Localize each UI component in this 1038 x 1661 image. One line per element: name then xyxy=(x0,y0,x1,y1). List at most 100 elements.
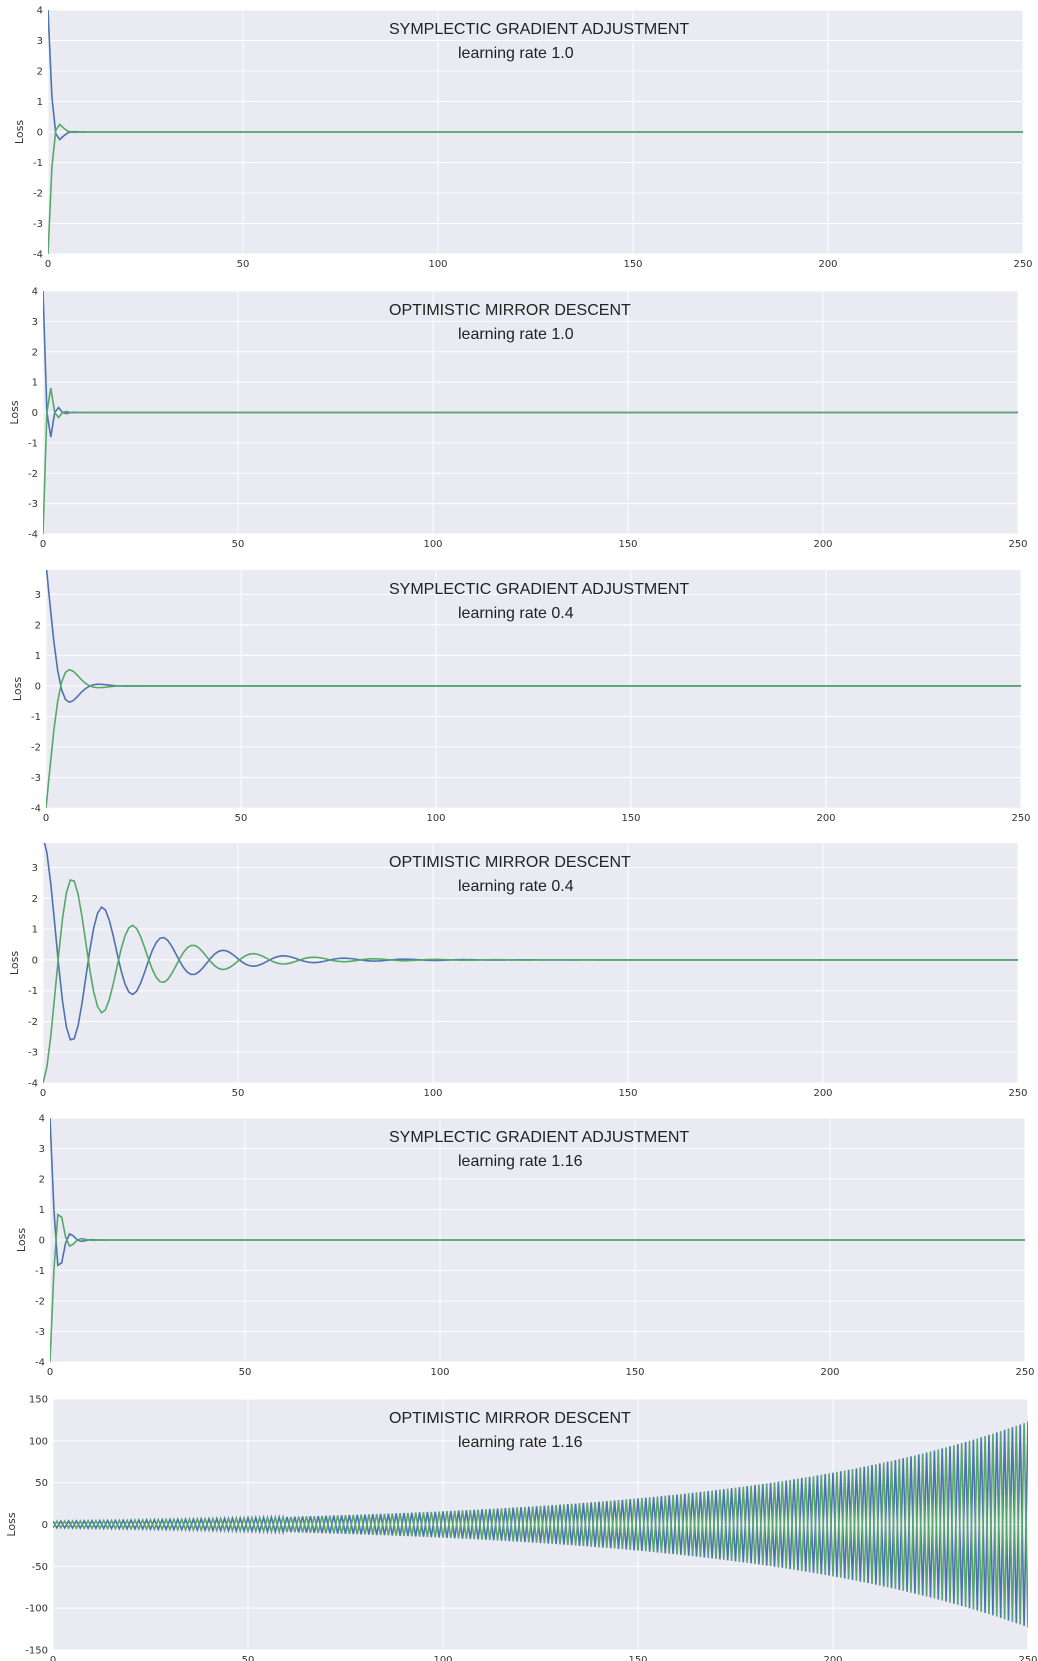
x-tick-label: 200 xyxy=(813,539,832,550)
chart-title: SYMPLECTIC GRADIENT ADJUSTMENT xyxy=(389,581,689,598)
y-tick-label: -4 xyxy=(35,1358,45,1369)
chart-subtitle: learning rate 1.16 xyxy=(458,1434,583,1451)
chart-title: OPTIMISTIC MIRROR DESCENT xyxy=(389,854,631,871)
x-tick-label: 50 xyxy=(239,1367,252,1378)
y-tick-label: -4 xyxy=(28,1079,38,1090)
x-tick-label: 200 xyxy=(816,813,835,824)
y-tick-label: 0 xyxy=(39,1236,45,1247)
y-tick-label: -150 xyxy=(25,1646,48,1657)
series-group xyxy=(46,570,1021,808)
y-tick-label: -4 xyxy=(33,250,43,261)
y-axis-label: Loss xyxy=(11,677,24,701)
y-tick-label: -3 xyxy=(31,773,41,784)
y-tick-label: 3 xyxy=(39,1144,45,1155)
x-tick-label: 150 xyxy=(623,259,642,270)
x-tick-label: 50 xyxy=(237,259,250,270)
plot-area xyxy=(46,570,1021,808)
chart-title: SYMPLECTIC GRADIENT ADJUSTMENT xyxy=(389,21,689,38)
x-tick-label: 100 xyxy=(426,813,445,824)
x-tick-label: 200 xyxy=(820,1367,839,1378)
x-tick-label: 50 xyxy=(232,1088,245,1099)
x-tick-label: 150 xyxy=(628,1655,647,1661)
y-axis-label: Loss xyxy=(15,1228,28,1252)
y-tick-label: -2 xyxy=(28,1017,38,1028)
x-tick-label: 100 xyxy=(423,539,442,550)
y-tick-label: -1 xyxy=(31,712,41,723)
x-tick-label: 0 xyxy=(40,539,46,550)
x-tick-label: 100 xyxy=(430,1367,449,1378)
y-tick-label: -1 xyxy=(35,1266,45,1277)
y-tick-label: -4 xyxy=(28,530,38,541)
x-tick-label: 0 xyxy=(47,1367,53,1378)
x-tick-label: 200 xyxy=(813,1088,832,1099)
y-tick-label: 3 xyxy=(35,590,41,601)
chart-panel-3: 0 50 100 150 200 250 -4 -3 -2 -1 0 1 2 3 Loss SYMPLECTI… xyxy=(11,570,1031,824)
y-tick-label: 1 xyxy=(32,378,38,389)
x-tick-label: 100 xyxy=(428,259,447,270)
x-tick-label: 0 xyxy=(45,259,51,270)
chart-title: OPTIMISTIC MIRROR DESCENT xyxy=(389,302,631,319)
y-tick-label: -2 xyxy=(31,742,41,753)
x-tick-label: 200 xyxy=(823,1655,842,1661)
x-tick-label: 50 xyxy=(235,813,248,824)
y-tick-label: 0 xyxy=(32,955,38,966)
y-tick-label: 0 xyxy=(42,1520,48,1531)
y-tick-label: -1 xyxy=(28,438,38,449)
y-tick-label: 2 xyxy=(32,894,38,905)
y-tick-label: 1 xyxy=(37,97,43,108)
y-tick-label: 4 xyxy=(32,287,38,298)
chart-subtitle: learning rate 1.16 xyxy=(458,1153,583,1170)
y-tick-label: -2 xyxy=(28,469,38,480)
x-tick-label: 250 xyxy=(1015,1367,1034,1378)
chart-title: SYMPLECTIC GRADIENT ADJUSTMENT xyxy=(389,1129,689,1146)
x-tick-label: 0 xyxy=(50,1655,56,1661)
chart-panel-6: 0 50 100 150 200 250 -150 -100 -50 0 50 100 150 Loss O… xyxy=(5,1395,1038,1661)
series-2-line xyxy=(48,123,1023,254)
x-tick-label: 250 xyxy=(1008,1088,1027,1099)
chart-subtitle: learning rate 1.0 xyxy=(458,45,574,62)
y-tick-label: -3 xyxy=(33,219,43,230)
chart-panel-1: 0 50 100 150 200 250 -4 -3 -2 -1 0 1 2 3 4 Loss SYMPLECT… xyxy=(13,6,1033,271)
y-tick-label: 2 xyxy=(35,620,41,631)
chart-panel-4: 0 50 100 150 200 250 -4 -3 -2 -1 0 1 2 3 Loss OPTIMISTI… xyxy=(8,843,1028,1099)
x-tick-label: 250 xyxy=(1011,813,1030,824)
y-tick-label: 0 xyxy=(32,408,38,419)
chart-subtitle: learning rate 0.4 xyxy=(458,605,574,622)
chart-subtitle: learning rate 1.0 xyxy=(458,326,574,343)
y-tick-label: -3 xyxy=(35,1327,45,1338)
y-tick-label: 2 xyxy=(39,1175,45,1186)
y-axis-label: Loss xyxy=(8,951,21,975)
x-tick-label: 150 xyxy=(618,1088,637,1099)
plot-area xyxy=(43,843,1018,1083)
series-2-line xyxy=(46,668,1021,808)
chart-panel-2: 0 50 100 150 200 250 -4 -3 -2 -1 0 1 2 3 4 Loss OPTIMIST… xyxy=(8,287,1028,551)
y-tick-label: 3 xyxy=(32,317,38,328)
series-2-line xyxy=(50,1213,1025,1362)
y-tick-label: -1 xyxy=(33,158,43,169)
series-group xyxy=(50,1118,1025,1362)
y-tick-label: -1 xyxy=(28,986,38,997)
y-tick-label: 2 xyxy=(37,67,43,78)
y-tick-label: -2 xyxy=(33,189,43,200)
x-tick-label: 150 xyxy=(618,539,637,550)
y-tick-label: -4 xyxy=(31,804,41,815)
chart-subtitle: learning rate 0.4 xyxy=(458,878,574,895)
y-tick-label: -50 xyxy=(32,1562,48,1573)
series-group xyxy=(43,291,1018,534)
y-tick-label: -2 xyxy=(35,1297,45,1308)
y-tick-label: 0 xyxy=(35,681,41,692)
x-tick-label: 100 xyxy=(423,1088,442,1099)
x-tick-label: 250 xyxy=(1018,1655,1037,1661)
y-tick-label: 50 xyxy=(35,1478,48,1489)
series-group xyxy=(43,843,1018,1083)
y-axis-label: Loss xyxy=(13,120,26,144)
x-tick-label: 250 xyxy=(1008,539,1027,550)
series-1-line xyxy=(53,1421,1028,1626)
y-tick-label: 4 xyxy=(39,1114,45,1125)
series-2-line xyxy=(43,879,1018,1083)
x-tick-label: 200 xyxy=(818,259,837,270)
y-tick-label: 0 xyxy=(37,128,43,139)
x-tick-label: 50 xyxy=(242,1655,255,1661)
x-tick-label: 150 xyxy=(625,1367,644,1378)
